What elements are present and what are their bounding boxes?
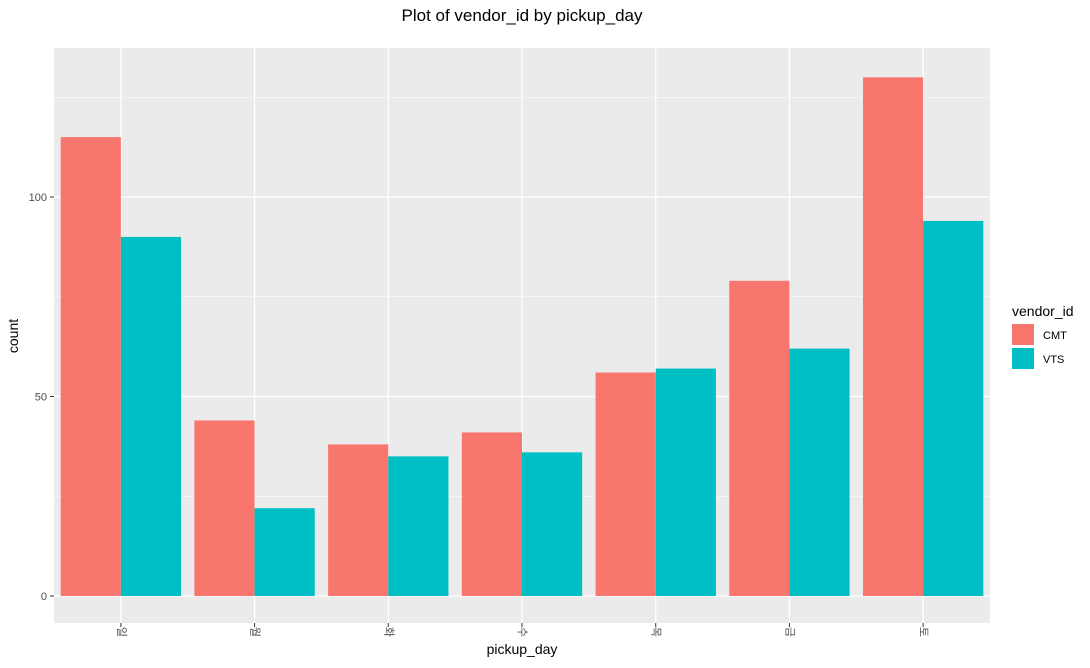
x-tick-label: 금 — [783, 627, 795, 637]
y-tick-label: 50 — [35, 392, 47, 404]
y-tick-label: 100 — [29, 192, 47, 204]
x-axis-title: pickup_day — [487, 641, 558, 657]
x-tick-label: 토 — [917, 627, 929, 637]
y-tick-label: 0 — [41, 591, 47, 603]
legend: vendor_id CMT VTS — [1012, 303, 1074, 369]
bar-cmt-0 — [60, 137, 121, 596]
bar-cmt-4 — [595, 372, 656, 596]
y-axis: 0 50 100 — [29, 192, 54, 603]
bar-cmt-5 — [729, 280, 790, 596]
x-tick-label: 화 — [382, 627, 395, 637]
x-tick-label: 목 — [650, 627, 663, 637]
bar-vts-0 — [120, 236, 182, 596]
bar-vts-3 — [522, 452, 583, 596]
x-tick-label: 일 — [115, 627, 129, 637]
y-axis-title: count — [5, 319, 21, 353]
bar-vts-4 — [655, 368, 716, 596]
legend-label-vts: VTS — [1043, 354, 1064, 366]
legend-title: vendor_id — [1012, 303, 1074, 319]
bars — [60, 77, 984, 597]
bar-vts-1 — [254, 508, 315, 596]
bar-vts-6 — [923, 220, 984, 596]
bar-vts-5 — [789, 348, 850, 596]
legend-key-cmt — [1012, 324, 1034, 345]
bar-cmt-3 — [461, 432, 522, 596]
legend-key-vts — [1012, 348, 1034, 369]
x-tick-label: 월 — [249, 627, 262, 637]
bar-cmt-2 — [328, 444, 389, 596]
bar-cmt-1 — [194, 420, 255, 596]
bar-vts-2 — [388, 456, 449, 596]
bar-cmt-6 — [862, 77, 924, 597]
legend-label-cmt: CMT — [1043, 330, 1067, 342]
chart-title: Plot of vendor_id by pickup_day — [402, 6, 643, 25]
x-tick-label: 수 — [516, 627, 529, 637]
